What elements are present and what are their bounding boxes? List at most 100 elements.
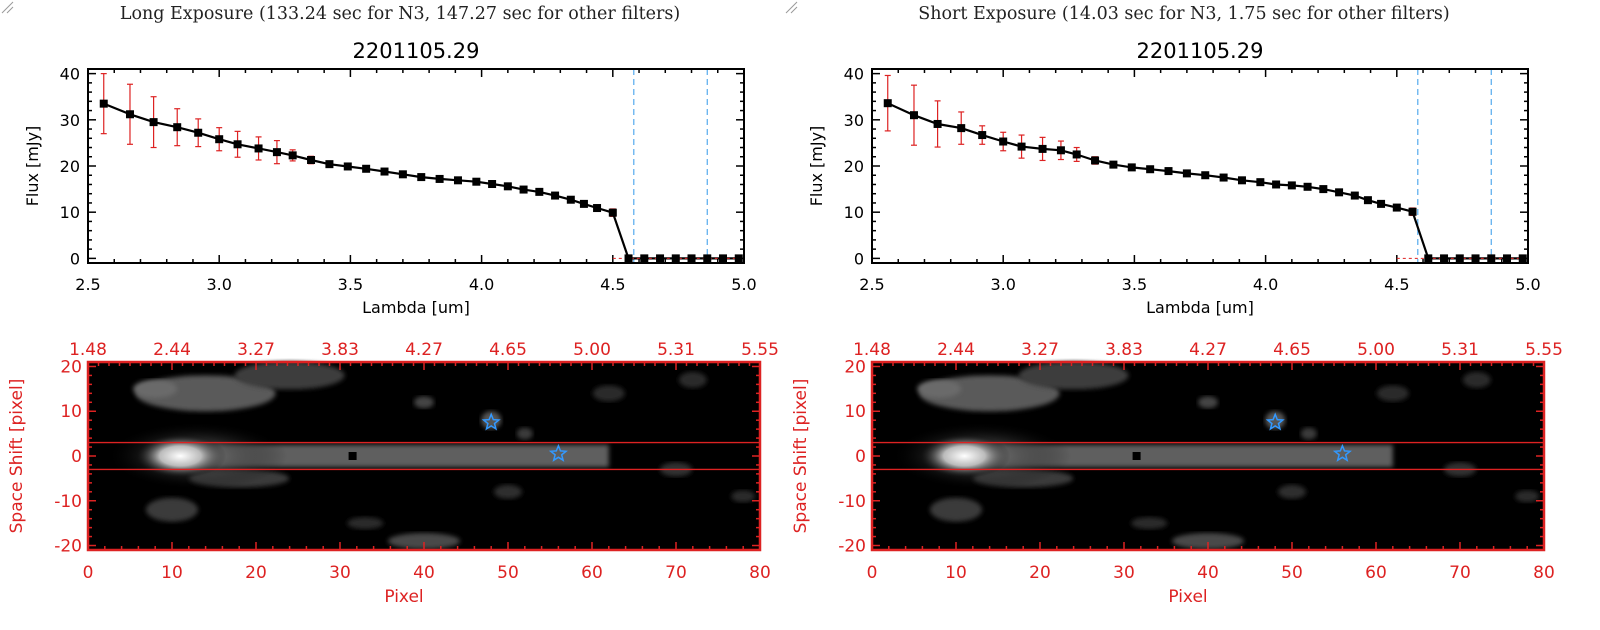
data-point: [1219, 173, 1228, 182]
data-point: [435, 174, 444, 183]
x-tick-label: 60: [581, 563, 603, 583]
data-point: [734, 254, 743, 263]
long-exposure-panel: Long Exposure (133.24 sec for N3, 147.27…: [0, 0, 779, 607]
x-tick-label: 4.5: [1384, 275, 1409, 294]
x-tick-label: 80: [1533, 563, 1555, 583]
data-point: [1392, 203, 1401, 212]
emission-blob: [1265, 411, 1286, 430]
data-point: [1038, 144, 1047, 153]
data-point: [272, 148, 281, 157]
x-tick-label: 10: [945, 563, 967, 583]
data-point: [608, 208, 617, 217]
long-exposure-figure: 2201105.292.5 3.0 3.5 4.0 4.5 5.0010203040Lam…: [7, 39, 779, 607]
y-tick-label: -20: [54, 537, 82, 557]
data-point: [307, 155, 316, 164]
top-axis-label: 3.83: [321, 340, 359, 360]
data-point: [579, 199, 588, 208]
data-point: [1503, 254, 1512, 263]
data-point: [1455, 254, 1464, 263]
data-point: [624, 254, 633, 263]
plot-frame: [87, 68, 745, 264]
resize-grip-icon[interactable]: [0, 0, 14, 14]
data-point: [125, 110, 134, 119]
top-axis-label: 2.44: [937, 340, 975, 360]
x-tick-label: 40: [1197, 563, 1219, 583]
data-point: [909, 111, 918, 120]
emission-blob: [1515, 490, 1540, 503]
data-point: [215, 135, 224, 144]
star-marker-icon: [548, 443, 568, 462]
data-point: [1017, 142, 1026, 151]
x-tick-label: 3.5: [338, 275, 363, 294]
data-point: [566, 195, 575, 204]
y-tick-label: 0: [70, 249, 80, 268]
data-point: [1272, 180, 1281, 189]
data-point: [1287, 181, 1296, 190]
data-point: [99, 99, 108, 108]
top-axis-label: 5.55: [741, 340, 779, 360]
top-axis-label: 1.48: [853, 340, 891, 360]
x-tick-label: 0: [867, 563, 878, 583]
data-point: [1237, 176, 1246, 185]
y-tick-label: 20: [60, 157, 80, 176]
star-marker-icon: [481, 412, 501, 431]
data-point: [453, 176, 462, 185]
y-tick-label: 40: [60, 65, 80, 84]
y-tick-label: 40: [844, 65, 864, 84]
data-point: [1201, 171, 1210, 180]
exposure-title: Short Exposure (14.03 sec for N3, 1.75 s…: [918, 4, 1450, 24]
data-point: [640, 254, 649, 263]
emission-blob: [146, 497, 198, 522]
resize-grip-icon[interactable]: [784, 0, 798, 14]
top-axis-label: 4.27: [405, 340, 443, 360]
emission-blob: [1300, 427, 1317, 440]
x-tick-label: 3.5: [1122, 275, 1147, 294]
data-point: [254, 144, 263, 153]
data-point: [1363, 196, 1372, 205]
y-tick-label: 0: [71, 447, 82, 467]
x-tick-label: 4.5: [600, 275, 625, 294]
x-tick-label: 20: [245, 563, 267, 583]
data-point: [1424, 254, 1433, 263]
x-axis-label: Lambda [um]: [1146, 298, 1254, 317]
data-point: [1377, 199, 1386, 208]
x-tick-label: 5.0: [1515, 275, 1540, 294]
y-axis-label: Space Shift [pixel]: [791, 379, 811, 534]
data-point: [1335, 188, 1344, 197]
y-tick-label: 10: [844, 203, 864, 222]
x-tick-label: 40: [413, 563, 435, 583]
data-point: [1350, 191, 1359, 200]
y-tick-label: 20: [844, 357, 866, 377]
x-tick-label: 3.0: [990, 275, 1015, 294]
x-tick-label: 4.0: [1253, 275, 1278, 294]
chart-title: 2201105.29: [353, 39, 480, 63]
data-point: [535, 187, 544, 196]
center-marker: [1132, 452, 1141, 460]
spectral-image-plot: 0 10 20 30 40 50 60 70 80 1.48 2.44 3.27 3.83 4.27 4.6…: [791, 340, 1563, 607]
emission-blob: [592, 385, 625, 402]
data-point: [519, 185, 528, 194]
data-point: [957, 124, 966, 133]
x-tick-label: 2.5: [75, 275, 100, 294]
emission-blob: [516, 427, 533, 440]
data-point: [656, 254, 665, 263]
data-point: [933, 119, 942, 128]
data-point: [343, 162, 352, 171]
source-core: [134, 434, 227, 478]
top-axis-label: 2.44: [153, 340, 191, 360]
y-tick-label: 30: [844, 111, 864, 130]
top-axis-label: 4.27: [1189, 340, 1227, 360]
x-tick-label: 30: [1113, 563, 1135, 583]
star-marker-icon: [1332, 443, 1352, 462]
y-tick-label: 10: [844, 402, 866, 422]
x-tick-label: 5.0: [731, 275, 756, 294]
emission-blob: [234, 361, 345, 390]
data-point: [1182, 169, 1191, 178]
data-point: [1256, 178, 1265, 187]
top-axis-label: 5.00: [573, 340, 611, 360]
data-point: [999, 137, 1008, 146]
x-tick-label: 50: [1281, 563, 1303, 583]
data-point: [671, 254, 680, 263]
data-point: [1487, 254, 1496, 263]
data-point: [719, 254, 728, 263]
